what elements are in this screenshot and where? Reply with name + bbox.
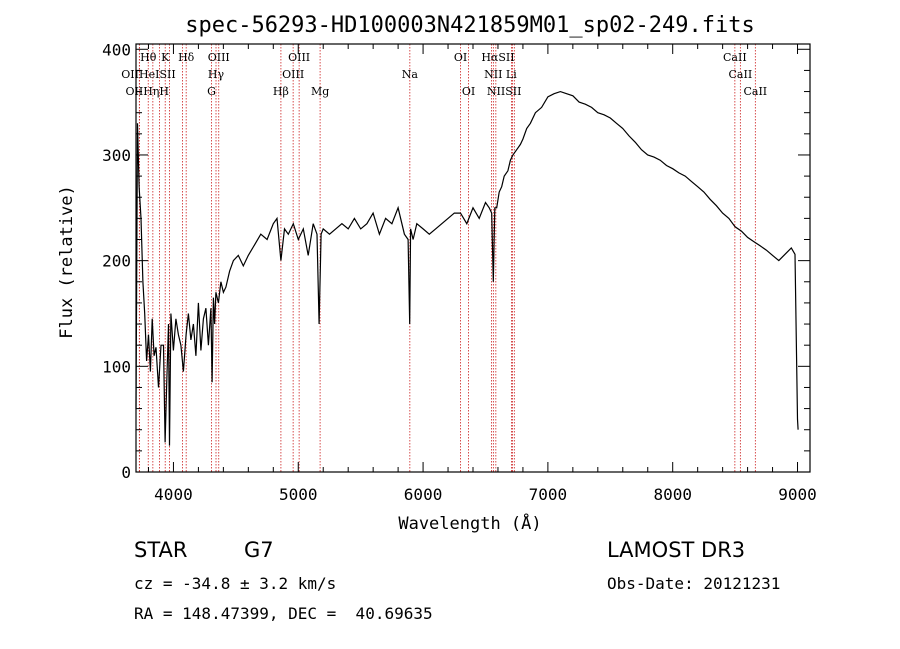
plot-frame — [135, 43, 811, 473]
x-tick-label: 4000 — [154, 485, 193, 504]
line-label: K — [161, 51, 170, 64]
spectral-subclass: G7 — [244, 538, 274, 562]
y-tick-label: 100 — [102, 357, 131, 376]
x-tick-label: 7000 — [529, 485, 568, 504]
y-axis-label: Flux (relative) — [57, 185, 77, 339]
line-label: OIII — [282, 68, 304, 81]
spectrum-series-line — [135, 90, 799, 446]
line-label: NIISII — [487, 85, 522, 98]
axis-ticks: 4000 5000 6000 7000 8000 9000 0 100 200 300 400 — [102, 40, 817, 504]
line-label: OIII — [208, 51, 230, 64]
line-label: NII Li — [484, 68, 517, 81]
line-label: HαSII — [481, 51, 514, 64]
x-tick-label: 9000 — [778, 485, 817, 504]
line-label: OI — [462, 85, 475, 98]
line-label: CaII — [729, 68, 753, 81]
obs-date: Obs-Date: 20121231 — [607, 574, 781, 593]
chart-title: spec-56293-HD100003N421859M01_sp02-249.f… — [185, 13, 755, 38]
line-label: Hθ — [140, 51, 157, 64]
line-label: Na — [402, 68, 419, 81]
line-label: Mg — [311, 85, 329, 98]
line-label: OIII — [288, 51, 310, 64]
line-label: G — [207, 85, 216, 98]
emission-line-labels: Hθ K Hδ OIII OIII OI HαSII CaII OIIHeISII Hγ OIII N… — [121, 51, 767, 98]
line-label: OI — [454, 51, 467, 64]
y-tick-label: 400 — [102, 40, 131, 59]
line-label: CaII — [723, 51, 747, 64]
x-tick-label: 5000 — [279, 485, 318, 504]
y-tick-label: 300 — [102, 146, 131, 165]
x-tick-label: 6000 — [404, 485, 443, 504]
coordinates: RA = 148.47399, DEC = 40.69635 — [134, 604, 433, 623]
redshift-value: cz = -34.8 ± 3.2 km/s — [134, 574, 337, 593]
line-label: Hδ — [178, 51, 195, 64]
line-label: OIIHeISII — [121, 68, 175, 81]
survey-name: LAMOST DR3 — [607, 538, 746, 562]
y-tick-label: 200 — [102, 252, 131, 271]
x-tick-label: 8000 — [653, 485, 692, 504]
line-label: CaII — [743, 85, 767, 98]
line-label: Hβ — [273, 85, 289, 98]
x-axis-label: Wavelength (Å) — [398, 512, 541, 534]
y-tick-label: 0 — [121, 463, 131, 482]
line-label: Hγ — [208, 68, 225, 81]
emission-line-markers — [138, 44, 756, 472]
line-label: OIIHηH — [125, 85, 168, 98]
object-class: STAR — [134, 538, 188, 562]
